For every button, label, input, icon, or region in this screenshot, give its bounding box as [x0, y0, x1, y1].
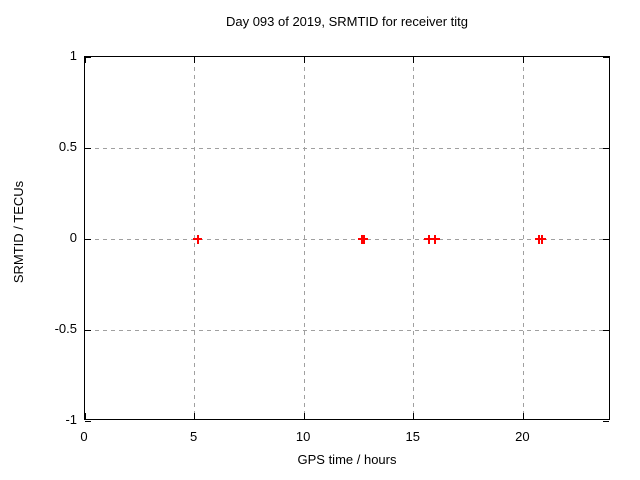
- marker-vertical-stroke: [196, 234, 199, 244]
- x-tick-mark-bottom: [84, 413, 86, 419]
- y-tick-label: 0.5: [58, 139, 77, 154]
- data-point-marker: [430, 234, 440, 244]
- x-tick-mark-bottom: [413, 413, 415, 419]
- x-tick-mark-top: [84, 57, 86, 63]
- gridline-y-0.5: [87, 147, 609, 149]
- x-tick-mark-bottom: [303, 413, 305, 419]
- data-point-marker: [193, 234, 203, 244]
- y-tick-label: 1: [69, 48, 77, 63]
- marker-vertical-stroke: [540, 234, 543, 244]
- y-tick-mark-left: [85, 420, 91, 422]
- y-tick-label: -0.5: [54, 321, 77, 336]
- x-tick-label: 15: [405, 429, 420, 444]
- y-tick-label: 0: [69, 230, 77, 245]
- y-tick-mark-right: [603, 420, 609, 422]
- x-axis-label: GPS time / hours: [297, 452, 397, 467]
- marker-vertical-stroke: [427, 234, 430, 244]
- y-tick-mark-right: [603, 329, 609, 331]
- y-tick-mark-left: [85, 329, 91, 331]
- y-tick-mark-right: [603, 147, 609, 149]
- plot-area: [84, 56, 610, 422]
- chart-title: Day 093 of 2019, SRMTID for receiver tit…: [225, 14, 469, 29]
- y-tick-mark-left: [85, 56, 91, 58]
- x-tick-label: 5: [189, 429, 198, 444]
- gridline-y--0.5: [87, 329, 609, 331]
- marker-vertical-stroke: [362, 234, 365, 244]
- x-tick-mark-top: [303, 57, 305, 63]
- x-tick-mark-top: [522, 57, 524, 63]
- data-point-marker: [424, 234, 434, 244]
- x-tick-mark-bottom: [194, 413, 196, 419]
- x-tick-label: 10: [295, 429, 311, 444]
- gridline-y-0: [87, 238, 609, 240]
- data-point-marker: [359, 234, 369, 244]
- x-tick-mark-top: [194, 57, 196, 63]
- x-tick-label: 20: [515, 429, 530, 444]
- data-point-marker: [537, 234, 547, 244]
- y-tick-mark-left: [85, 147, 91, 149]
- y-tick-mark-right: [603, 56, 609, 58]
- x-tick-label: 0: [80, 429, 88, 444]
- marker-vertical-stroke: [434, 234, 437, 244]
- x-tick-mark-bottom: [522, 413, 524, 419]
- x-tick-mark-top: [413, 57, 415, 63]
- y-tick-mark-left: [85, 238, 91, 240]
- y-tick-mark-right: [603, 238, 609, 240]
- y-tick-label: -1: [65, 412, 77, 427]
